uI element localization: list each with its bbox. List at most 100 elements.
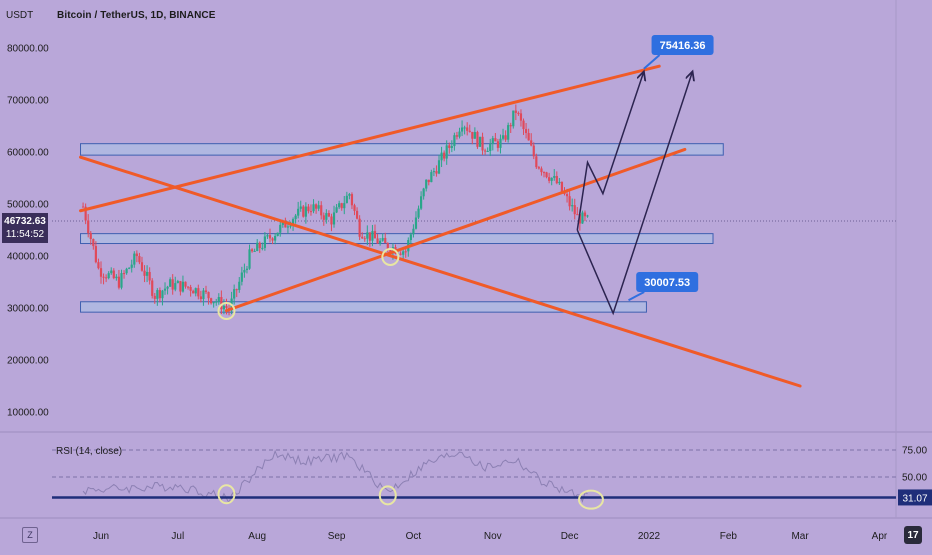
candle-body	[466, 127, 469, 131]
price-axis[interactable]: 80000.00 70000.00 60000.00 50000.00 40000.00…	[7, 44, 49, 419]
rsi-indicator-label[interactable]: RSI (14, close)	[56, 446, 123, 457]
candle-body	[215, 301, 218, 303]
symbol-title[interactable]: Bitcoin / TetherUS, 1D, BINANCE	[57, 10, 216, 21]
trendline[interactable]	[79, 155, 802, 388]
candle-body	[379, 240, 382, 244]
candle-body	[522, 120, 525, 130]
horizontal-zone[interactable]	[80, 301, 647, 313]
candle-body	[371, 231, 374, 241]
horizontal-zone[interactable]	[80, 233, 714, 245]
candle-body	[404, 251, 407, 253]
candle-body	[143, 270, 146, 276]
candle-body	[148, 271, 151, 281]
candle-body	[112, 270, 115, 279]
upper-target-label-box[interactable]	[651, 35, 714, 55]
candle-body	[530, 140, 533, 146]
horizontal-zone[interactable]	[80, 143, 724, 156]
candle-body	[425, 179, 428, 189]
candle-body	[87, 220, 90, 234]
candle-body	[417, 208, 420, 218]
lower-target-label-text: 30007.53	[644, 277, 690, 289]
time-tick-label: Nov	[484, 531, 502, 542]
timezone-button[interactable]: Z	[22, 527, 38, 543]
candle-body	[535, 156, 538, 168]
candle-body	[302, 206, 305, 217]
candle-body	[409, 234, 412, 241]
tradingview-logo[interactable]: 17	[904, 526, 922, 544]
candle-body	[97, 262, 100, 269]
candle-body	[332, 212, 336, 225]
candle-body	[345, 195, 348, 204]
zone-layer	[80, 143, 724, 313]
candle-body	[299, 206, 302, 209]
rsi-pane: 75.00 50.00 31.07	[52, 446, 932, 510]
candle-body	[171, 279, 174, 290]
candle-body	[414, 217, 418, 229]
candle-body	[189, 287, 192, 291]
candle-body	[140, 262, 144, 271]
candle-body	[312, 204, 315, 212]
grid-layer	[0, 0, 932, 519]
candle-body	[353, 205, 356, 211]
candle-body	[309, 211, 313, 213]
candle-body	[233, 289, 236, 299]
candle-body	[266, 235, 269, 237]
currency-label: USDT	[6, 10, 34, 21]
candle-body	[304, 206, 307, 217]
candle-body	[335, 207, 338, 213]
candle-body	[478, 136, 482, 147]
candle-body	[250, 249, 254, 252]
time-tick-label: Jul	[171, 531, 184, 542]
candle-body	[527, 133, 530, 141]
candle-body	[550, 177, 553, 181]
candle-body	[412, 228, 415, 235]
candle-body	[427, 179, 430, 183]
candle-body	[105, 277, 108, 279]
candle-body	[437, 160, 441, 174]
candle-body	[320, 205, 323, 216]
candle-body	[248, 249, 251, 269]
candle-body	[102, 276, 105, 278]
candle-body	[199, 296, 202, 300]
candle-body	[548, 177, 551, 181]
candle-body	[338, 203, 341, 208]
candle-body	[217, 297, 220, 302]
candle-body	[363, 238, 366, 240]
candle-body	[419, 196, 423, 209]
projection-arrow[interactable]	[576, 71, 644, 231]
candle-body	[163, 288, 167, 291]
candle-body	[268, 235, 272, 239]
candle-body	[325, 213, 328, 220]
candle-body	[174, 283, 177, 290]
candle-body	[578, 214, 581, 224]
candle-body	[169, 279, 172, 287]
candle-body	[192, 290, 195, 294]
candle-body	[197, 288, 200, 297]
candle-body	[181, 281, 185, 292]
candle-body	[317, 205, 320, 209]
lower-target-label-box[interactable]	[636, 272, 699, 292]
candle-body	[565, 194, 569, 197]
candle-body	[571, 205, 574, 207]
candle-body	[386, 243, 389, 250]
candle-body	[81, 206, 85, 208]
candle-body	[384, 237, 387, 244]
candle-body	[366, 232, 369, 239]
candle-body	[509, 125, 512, 127]
candle-body	[499, 138, 502, 148]
time-axis[interactable]: Jun Jul Aug Sep Oct Nov Dec 2022 Feb Mar Apr	[93, 531, 888, 542]
candle-body	[94, 246, 97, 263]
candle-body	[340, 203, 343, 209]
lower-target-label-pointer	[628, 291, 645, 302]
candle-body	[476, 132, 479, 147]
candle-body	[432, 171, 435, 173]
candle-body	[99, 268, 103, 277]
candle-body	[284, 220, 287, 228]
candle-body	[350, 194, 354, 206]
candle-body	[455, 135, 459, 137]
price-tick-label: 30000.00	[7, 304, 49, 315]
rsi-tick-label: 75.00	[902, 446, 927, 457]
projection-arrow[interactable]	[576, 71, 692, 316]
